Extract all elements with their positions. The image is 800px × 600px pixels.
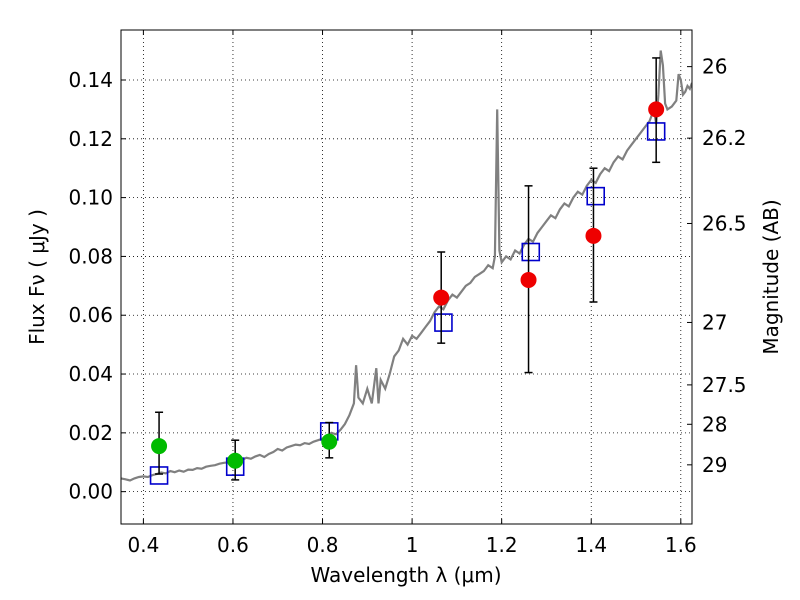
y2-tick-label: 27 [702,310,727,334]
model-spectrum-line [121,50,692,482]
x-tick-label: 0.6 [217,533,249,557]
plot-area [121,50,692,485]
model-photometry-square [434,313,453,332]
y2-axis-label: Magnitude (AB) [759,199,783,354]
grid [121,30,692,524]
x-axis-label: Wavelength λ (μm) [310,563,501,587]
y-tick-label: 0.14 [68,68,113,92]
x-tick-label: 1.4 [575,533,607,557]
y2-tick-label: 26 [702,55,727,79]
x-tick-label: 1.6 [665,533,697,557]
x-tick-label: 1.2 [486,533,518,557]
x-tick-label: 0.8 [307,533,339,557]
y-axis-label: Flux Fν ( μJy ) [25,209,49,345]
observed-flux-point [227,452,244,469]
y-tick-label: 0.10 [68,186,113,210]
y-tick-label: 0.02 [68,421,113,445]
y2-tick-label: 26.5 [702,211,747,235]
y2-tick-label: 28 [702,412,727,436]
observed-flux-point [648,101,665,118]
observed-flux-point [433,289,450,306]
x-axis: 0.4 0.6 0.8 1 1.2 1.4 1.6 [127,30,697,557]
y2-tick-label: 26.2 [702,126,747,150]
x-tick-label: 1 [406,533,419,557]
x-tick-label: 0.4 [127,533,159,557]
y-tick-label: 0.06 [68,303,113,327]
observed-flux-point [520,271,537,288]
y-axis: 0.00 0.02 0.04 0.06 0.08 0.10 0.12 0.14 [68,68,126,504]
data-marks [121,50,692,485]
y2-tick-label: 27.5 [702,373,747,397]
y-tick-label: 0.04 [68,362,113,386]
model-photometry-square [521,242,541,262]
y-tick-label: 0.12 [68,127,113,151]
y2-tick-label: 29 [702,453,727,477]
observed-flux-point [321,433,338,450]
y-tick-label: 0.08 [68,244,113,268]
y2-axis: 26 26.2 26.5 27 27.5 28 29 [687,55,747,477]
plot-frame [120,29,693,525]
observed-flux-point [151,438,168,455]
model-photometry-square [586,186,606,206]
y-tick-label: 0.00 [68,480,113,504]
observed-flux-point [585,227,602,244]
